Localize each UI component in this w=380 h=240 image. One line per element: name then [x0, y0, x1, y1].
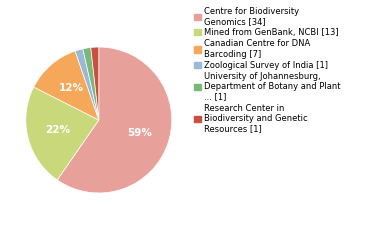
Text: 59%: 59% [127, 128, 152, 138]
Text: 22%: 22% [45, 125, 70, 135]
Wedge shape [91, 47, 99, 120]
Wedge shape [57, 47, 172, 193]
Wedge shape [26, 87, 99, 180]
Text: 12%: 12% [59, 83, 84, 93]
Wedge shape [83, 48, 99, 120]
Legend: Centre for Biodiversity
Genomics [34], Mined from GenBank, NCBI [13], Canadian C: Centre for Biodiversity Genomics [34], M… [194, 6, 340, 133]
Wedge shape [34, 51, 99, 120]
Wedge shape [75, 49, 99, 120]
